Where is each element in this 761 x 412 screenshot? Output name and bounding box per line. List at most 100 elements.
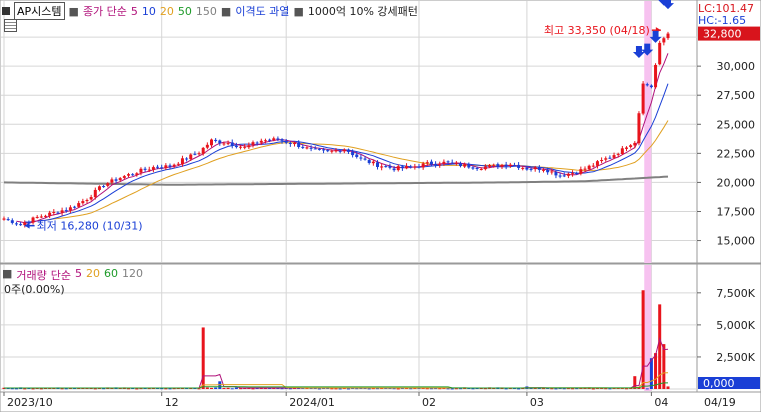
candle-body xyxy=(417,166,421,168)
volume-bullet: ■ xyxy=(2,267,13,280)
candle-body xyxy=(139,168,143,173)
candle-body xyxy=(110,179,114,183)
date-tick-label: 04/19 xyxy=(704,396,736,409)
high-annotation: 최고 33,350 (04/18) xyxy=(544,24,650,37)
volume-bar xyxy=(554,388,558,390)
volume-bar xyxy=(658,304,662,389)
volume-bar xyxy=(454,388,458,390)
price-axis xyxy=(696,0,761,264)
candle-body xyxy=(355,154,359,157)
signal-arrow xyxy=(641,43,654,56)
volume-bar xyxy=(222,388,226,390)
candle-body xyxy=(425,162,429,164)
candle-body xyxy=(276,138,280,140)
date-tick-label: 02 xyxy=(422,396,436,409)
volume-bar xyxy=(210,387,213,389)
candle-body xyxy=(371,161,375,164)
candle-body xyxy=(218,140,222,144)
volume-bar xyxy=(263,388,267,390)
volume-bar xyxy=(542,388,545,390)
candle-body xyxy=(64,210,68,212)
candle-body xyxy=(442,161,446,164)
candle-body xyxy=(234,145,238,148)
volume-bar xyxy=(459,388,462,390)
volume-bar xyxy=(446,388,450,390)
signal-overheat[interactable]: 이격도 과열 xyxy=(235,5,290,18)
candle-body xyxy=(367,160,371,164)
volume-bar xyxy=(201,327,205,389)
price-panel xyxy=(0,0,698,264)
candle-body xyxy=(571,173,575,175)
volume-legend-ma5: 5 xyxy=(75,267,83,280)
candle-body xyxy=(81,201,85,204)
candle-body xyxy=(338,150,342,152)
candle-body xyxy=(35,216,39,218)
volume-bar xyxy=(438,388,442,390)
candle-body xyxy=(579,169,583,174)
candle-body xyxy=(591,165,595,167)
candle-body xyxy=(384,166,388,168)
volume-bar xyxy=(662,344,666,389)
volume-bar xyxy=(160,388,164,390)
candle-body xyxy=(6,219,10,221)
price-tick-label: 15,000 xyxy=(717,235,756,248)
hc-readout: HC:-1.65 xyxy=(698,14,747,27)
candle-body xyxy=(434,163,438,166)
price-legend: AP시스템 ■ 종가 단순 5 10 20 50 150 ■ 이격도 과열 ■ … xyxy=(2,2,418,20)
candle-body xyxy=(608,157,612,159)
candle-body xyxy=(388,165,392,168)
candle-body xyxy=(301,146,305,148)
candle-body xyxy=(201,147,205,154)
candle-body xyxy=(637,113,641,144)
candle-body xyxy=(662,38,666,43)
candle-body xyxy=(400,166,404,169)
date-axis xyxy=(0,391,761,412)
candle-body xyxy=(359,157,363,159)
volume-zero-tag xyxy=(698,377,760,389)
date-tick-label: 03 xyxy=(530,396,544,409)
candle-layer xyxy=(2,31,670,228)
candle-body xyxy=(612,155,616,158)
candle-body xyxy=(10,220,14,223)
volume-panel xyxy=(0,263,698,393)
volume-legend: ■ 거래량 단순 5 20 60 120 xyxy=(2,267,143,283)
candle-body xyxy=(268,139,272,141)
volume-bar xyxy=(35,388,39,390)
signal-pattern[interactable]: 1000억 10% 강세패턴 xyxy=(307,5,418,18)
grid-icon[interactable] xyxy=(4,19,17,32)
candle-body xyxy=(243,146,247,148)
volume-bar xyxy=(633,376,637,389)
volume-bar xyxy=(334,388,338,390)
volume-bar xyxy=(317,388,321,390)
stock-name[interactable]: AP시스템 xyxy=(14,2,65,20)
candle-body xyxy=(471,167,475,169)
candle-body xyxy=(131,174,135,176)
volume-legend-title: 거래량 xyxy=(16,269,47,282)
candle-body xyxy=(259,140,263,143)
signal-arrow xyxy=(662,0,674,10)
menu-icon[interactable] xyxy=(2,7,10,15)
volume-legend-ma20: 20 xyxy=(86,267,101,280)
volume-bar xyxy=(60,388,64,390)
candle-body xyxy=(562,175,566,177)
candle-body xyxy=(517,164,521,168)
candle-body xyxy=(649,85,653,88)
lc-readout: LC:101.47 xyxy=(698,2,755,15)
candle-body xyxy=(537,167,541,170)
candle-body xyxy=(429,161,433,165)
candle-body xyxy=(156,166,160,168)
legend-ma5: 5 xyxy=(130,4,138,18)
candle-body xyxy=(483,166,487,170)
candle-body xyxy=(450,162,454,164)
current-price-tag xyxy=(698,26,760,41)
volume-bar xyxy=(280,388,284,390)
volume-bar xyxy=(654,353,658,389)
axis-labels: 30,000 27,500 25,000 22,500 20,000 17,500 15,0… xyxy=(3,26,760,409)
volume-bar xyxy=(64,388,68,390)
legend-ma-label: 종가 단순 xyxy=(82,5,127,18)
candle-body xyxy=(143,168,147,170)
price-tick-label: 27,500 xyxy=(717,89,756,102)
signal-bullet: ■ xyxy=(220,4,232,18)
